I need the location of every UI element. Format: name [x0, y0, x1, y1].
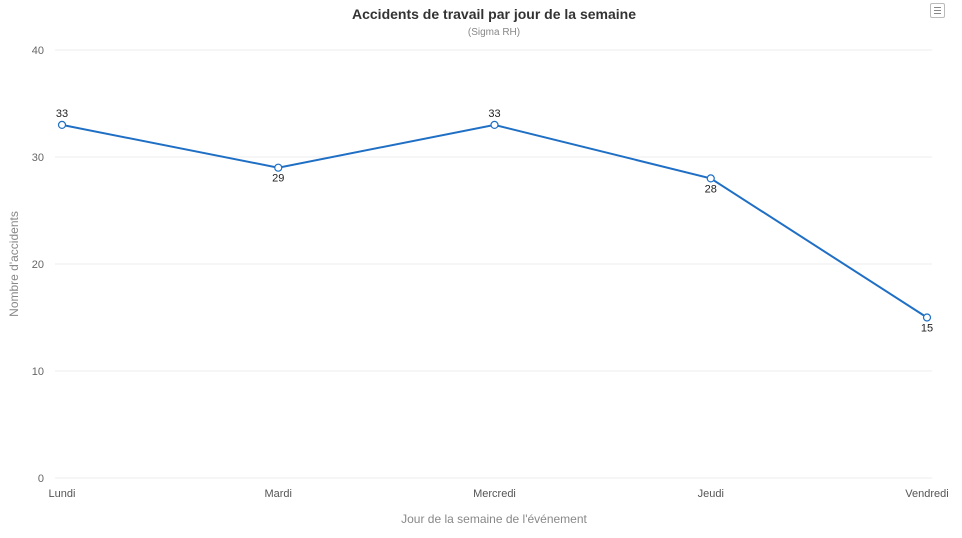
x-tick-label: Mardi	[264, 488, 292, 500]
chart-subtitle: (Sigma RH)	[467, 27, 521, 38]
data-point-marker[interactable]	[490, 120, 499, 130]
data-labels: 33 29 33 28 15	[56, 108, 933, 335]
series-line	[61, 123, 928, 319]
x-tick-label: Mercredi	[473, 488, 516, 500]
y-tick-label: 20	[32, 259, 44, 271]
grid-lines	[55, 49, 932, 479]
y-axis-title: Nombre d'accidents	[7, 211, 21, 317]
data-label: 15	[921, 323, 933, 335]
data-point-marker[interactable]	[706, 174, 715, 183]
data-point-marker[interactable]	[57, 120, 67, 130]
chart-title: Accidents de travail par jour de la sema…	[352, 6, 636, 22]
x-tick-label: Vendredi	[905, 488, 948, 500]
series-path	[61, 123, 928, 319]
y-axis-ticks: 0 10 20 30 40	[32, 45, 44, 485]
data-point-marker[interactable]	[274, 163, 283, 172]
y-tick-label: 0	[38, 473, 44, 485]
chart-menu-button[interactable]	[930, 3, 945, 18]
x-tick-label: Jeudi	[698, 488, 724, 500]
y-tick-label: 30	[32, 152, 44, 164]
data-point-marker[interactable]	[922, 313, 932, 322]
y-tick-label: 40	[32, 45, 44, 57]
data-label: 29	[272, 173, 284, 185]
data-label: 33	[56, 108, 68, 120]
hamburger-menu-icon-line	[934, 10, 941, 11]
x-axis-title: Jour de la semaine de l'événement	[401, 512, 587, 526]
hamburger-menu-icon-line	[934, 13, 941, 14]
hamburger-menu-icon	[934, 7, 941, 8]
data-points	[57, 120, 932, 322]
x-axis-ticks: Lundi Mardi Mercredi Jeudi Vendredi	[49, 488, 949, 500]
data-label: 28	[705, 183, 717, 195]
x-tick-label: Lundi	[49, 488, 76, 500]
data-label: 33	[488, 108, 500, 120]
y-tick-label: 10	[32, 366, 44, 378]
